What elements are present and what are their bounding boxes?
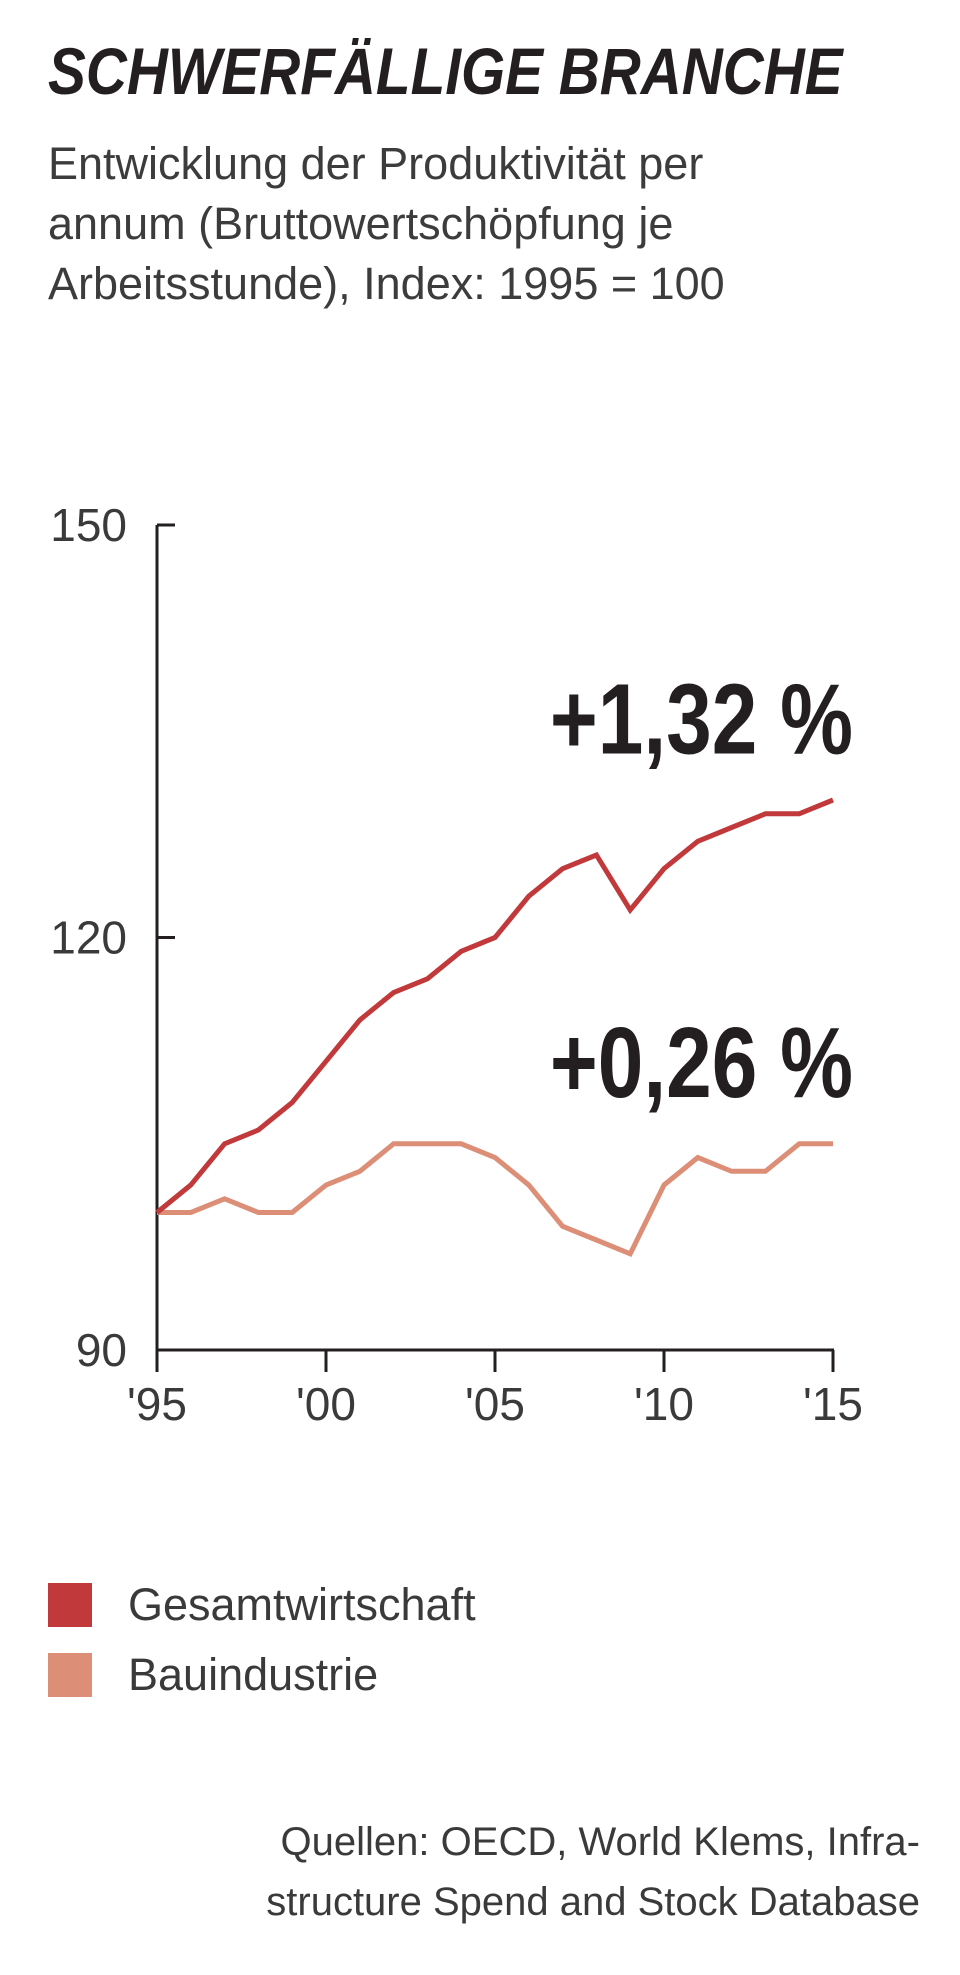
x-tick-label: '15 (803, 1378, 863, 1430)
series-annotation: +0,26 % (550, 1008, 853, 1120)
chart-series-lines (155, 797, 834, 1257)
x-tick-label: '00 (296, 1378, 356, 1430)
legend-label: Bauindustrie (128, 1649, 379, 1700)
legend-label: Gesamtwirtschaft (128, 1579, 476, 1630)
x-tick-label: '10 (634, 1378, 694, 1430)
chart-legend: Gesamtwirtschaft Bauindustrie (48, 1570, 476, 1710)
source-note: Quellen: OECD, World Klems, Infra- struc… (266, 1812, 920, 1932)
x-tick-label: '05 (465, 1378, 525, 1430)
source-line: Quellen: OECD, World Klems, Infra- (280, 1820, 920, 1864)
legend-item-bauindustrie: Bauindustrie (48, 1640, 476, 1710)
line-chart: 150 120 90'95 '00 '05 '10 '15 +1,32 % +0,26 % (50, 499, 863, 1430)
chart-annotations: +1,32 % +0,26 % (550, 664, 853, 1119)
x-tick-label: '95 (127, 1378, 187, 1430)
legend-swatch (48, 1653, 92, 1697)
chart-subtitle: Entwicklung der Produktivität per annum … (48, 134, 908, 314)
series-line-gesamtwirtschaft (155, 797, 834, 1215)
y-tick-label: 150 (50, 499, 127, 551)
subtitle-line: annum (Bruttowertschöpfung je (48, 198, 674, 249)
subtitle-line: Entwicklung der Produktivität per (48, 138, 704, 189)
legend-swatch (48, 1583, 92, 1627)
chart-title: SCHWERFÄLLIGE BRANCHE (48, 34, 843, 108)
source-line: structure Spend and Stock Database (266, 1880, 920, 1924)
series-annotation: +1,32 % (550, 664, 853, 776)
subtitle-line: Arbeitsstunde), Index: 1995 = 100 (48, 258, 725, 309)
y-tick-label: 120 (50, 912, 127, 964)
y-tick-label: 90 (76, 1324, 127, 1376)
chart-axes: 150 120 90'95 '00 '05 '10 '15 (50, 499, 863, 1430)
legend-item-gesamtwirtschaft: Gesamtwirtschaft (48, 1570, 476, 1640)
series-line-bauindustrie (157, 1141, 833, 1257)
